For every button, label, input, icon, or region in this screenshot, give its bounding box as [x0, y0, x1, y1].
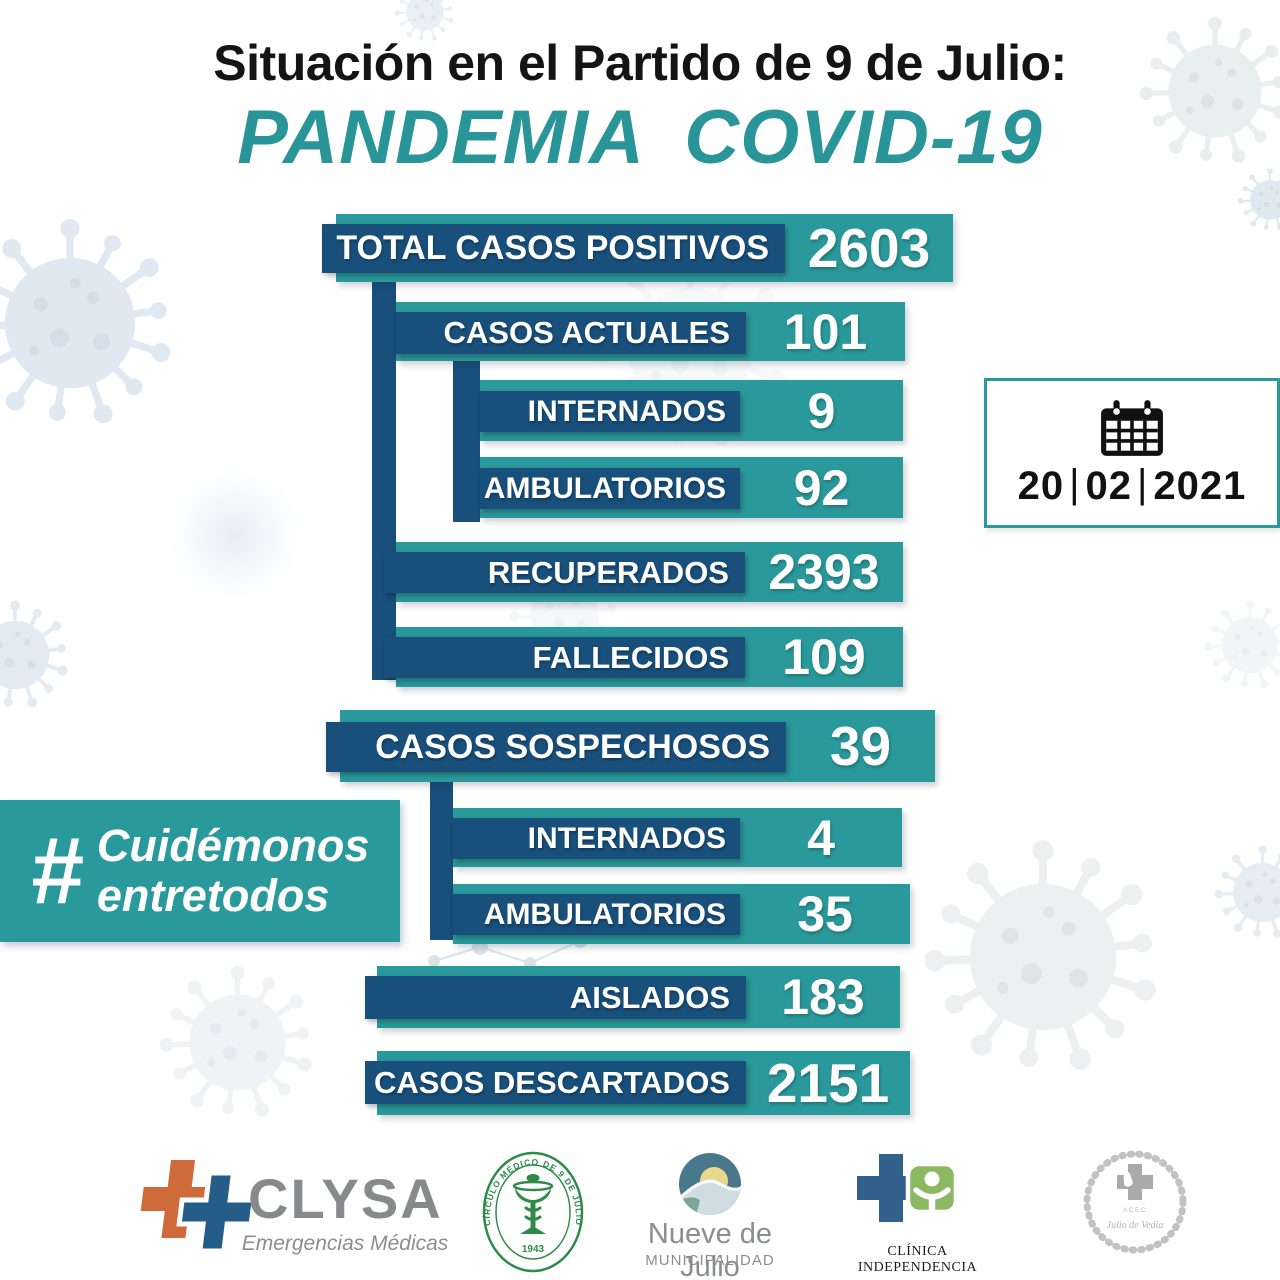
svg-text:CÍRCULO MÉDICO DE 9 DE JULIO: CÍRCULO MÉDICO DE 9 DE JULIO	[482, 1157, 584, 1226]
virus-decoration	[0, 219, 173, 426]
date-box: 20 | 02 | 2021	[984, 378, 1280, 528]
clysa-tagline: Emergencias Médicas	[241, 1232, 449, 1255]
circulo-ring-text: CÍRCULO MÉDICO DE 9 DE JULIO	[482, 1157, 583, 1226]
stat-label: CASOS ACTUALES	[443, 315, 730, 350]
date-separator: |	[1069, 461, 1081, 506]
label-bar: CASOS ACTUALES	[396, 312, 746, 354]
date-separator: |	[1137, 461, 1149, 506]
stat-value: 92	[793, 459, 850, 516]
stat-row-aislados: AISLADOS 183	[365, 966, 900, 1028]
calendar-icon	[1101, 399, 1163, 456]
stat-row-internados-actuales: INTERNADOS 9	[480, 380, 903, 441]
label-bar: INTERNADOS	[453, 818, 740, 859]
hash-symbol: #	[30, 817, 83, 924]
hashtag-banner: # Cuidémonos entretodos	[0, 800, 400, 942]
stat-label: INTERNADOS	[527, 394, 726, 428]
clysa-logo-name: CLYSA	[248, 1167, 443, 1230]
seal-name: Julio de Vedia	[1107, 1220, 1164, 1231]
hashtag-line2: entretodos	[96, 870, 330, 921]
stat-row-casos-descartados: CASOS DESCARTADOS 2151	[365, 1051, 910, 1115]
stat-row-casos-actuales: CASOS ACTUALES 101	[396, 302, 905, 361]
label-bar: INTERNADOS	[480, 391, 740, 432]
connector-sospechosos-branch	[430, 770, 453, 940]
label-bar: FALLECIDOS	[384, 637, 745, 678]
virus-decoration	[0, 600, 69, 709]
report-date: 20 | 02 | 2021	[1017, 461, 1247, 509]
stat-label: FALLECIDOS	[532, 639, 729, 675]
clinica-independencia-logo	[857, 1154, 959, 1222]
stat-label: CASOS DESCARTADOS	[374, 1064, 730, 1100]
virus-decoration	[1205, 600, 1280, 690]
stat-label: CASOS SOSPECHOSOS	[375, 727, 770, 766]
virus-decoration	[160, 965, 314, 1119]
page-subtitle: PANDEMIA COVID-19	[237, 95, 1043, 180]
stat-label: INTERNADOS	[527, 821, 726, 855]
stat-row-total-positivos: TOTAL CASOS POSITIVOS 2603	[322, 214, 953, 282]
stat-value: 109	[782, 629, 866, 685]
stat-row-recuperados: RECUPERADOS 2393	[384, 542, 903, 602]
blurred-virus-decoration	[170, 470, 300, 600]
municipalidad-logo	[679, 1153, 741, 1215]
label-bar: RECUPERADOS	[384, 552, 745, 593]
stat-value: 2603	[807, 217, 931, 279]
stat-label: RECUPERADOS	[487, 554, 729, 590]
stat-value: 35	[797, 886, 853, 942]
stat-label: AISLADOS	[569, 979, 730, 1015]
circulo-year: 1943	[522, 1244, 545, 1255]
hashtag-line1: Cuidémonos	[96, 819, 370, 871]
label-bar: CASOS DESCARTADOS	[365, 1061, 746, 1104]
stat-label: TOTAL CASOS POSITIVOS	[336, 229, 769, 267]
stat-row-casos-sospechosos: CASOS SOSPECHOSOS 39	[326, 710, 935, 782]
stat-value: 4	[807, 809, 835, 866]
stat-row-ambulatorios-sospechosos: AMBULATORIOS 35	[453, 884, 910, 944]
stat-value: 39	[829, 715, 892, 777]
connector-total-branch	[372, 268, 396, 680]
date-day: 20	[1017, 463, 1065, 508]
seal-top-text: ACEC	[1123, 1207, 1147, 1214]
connector-actuales-branch	[453, 352, 480, 522]
stat-label: AMBULATORIOS	[483, 471, 726, 505]
stat-value: 183	[781, 969, 865, 1025]
label-bar: CASOS SOSPECHOSOS	[326, 722, 786, 772]
virus-decoration	[1215, 845, 1280, 940]
virus-decoration	[925, 840, 1159, 1073]
stat-value: 9	[807, 382, 836, 439]
stat-value: 101	[783, 303, 868, 360]
page-title: Situación en el Partido de 9 de Julio:	[213, 35, 1067, 91]
label-bar: AMBULATORIOS	[480, 468, 740, 509]
clinica-name: CLÍNICA INDEPENDENCIA	[857, 1244, 978, 1275]
stat-row-internados-sospechosos: INTERNADOS 4	[453, 808, 902, 867]
stat-label: AMBULATORIOS	[483, 897, 726, 931]
label-bar: AISLADOS	[365, 976, 746, 1019]
municipalidad-subtitle: MUNICIPALIDAD	[645, 1252, 775, 1269]
circulo-medico-logo: CÍRCULO MÉDICO DE 9 DE JULIO 1943	[482, 1151, 584, 1273]
date-year: 2021	[1153, 463, 1247, 508]
stat-value: 2151	[766, 1052, 890, 1114]
hospital-seal-logo: ACEC Julio de Vedia	[1083, 1150, 1187, 1254]
stat-value: 2393	[768, 544, 880, 600]
stat-row-ambulatorios-actuales: AMBULATORIOS 92	[480, 457, 903, 518]
label-bar: AMBULATORIOS	[453, 894, 740, 935]
municipalidad-name: Nueve de Julio	[647, 1218, 773, 1280]
date-month: 02	[1085, 463, 1132, 508]
stat-row-fallecidos: FALLECIDOS 109	[384, 627, 903, 687]
label-bar: TOTAL CASOS POSITIVOS	[322, 224, 785, 273]
